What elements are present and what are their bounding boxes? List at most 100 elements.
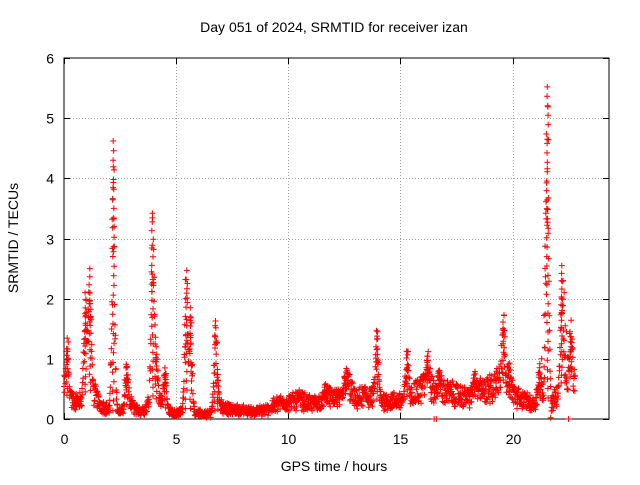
data-point (374, 388, 381, 395)
data-point (152, 358, 159, 365)
data-point (214, 394, 221, 401)
data-point (157, 392, 164, 399)
data-point (543, 281, 550, 288)
data-point (149, 366, 156, 373)
data-point (349, 380, 356, 387)
data-point (124, 364, 131, 371)
data-point (545, 225, 552, 232)
data-point (557, 344, 563, 351)
data-point (100, 399, 107, 406)
data-point (64, 385, 71, 392)
data-point (150, 384, 156, 391)
data-point (187, 341, 194, 348)
data-point (108, 326, 115, 332)
data-point (87, 314, 94, 321)
data-point (558, 262, 565, 269)
data-point (82, 350, 89, 357)
y-tick-label: 5 (46, 111, 54, 127)
data-point (270, 395, 277, 402)
data-point (505, 372, 512, 379)
data-point (110, 157, 117, 164)
data-point (87, 322, 94, 329)
data-point (384, 407, 391, 414)
data-point (86, 330, 93, 337)
data-point (93, 388, 100, 395)
data-point (471, 391, 477, 398)
data-point (153, 351, 160, 358)
data-point (180, 389, 187, 395)
data-point (148, 245, 155, 251)
data-point (430, 377, 437, 384)
data-point (319, 403, 326, 410)
data-point (403, 380, 410, 387)
y-tick-label: 3 (46, 232, 54, 248)
data-point (153, 395, 160, 402)
data-point (532, 406, 539, 413)
data-point (561, 289, 568, 296)
data-point (569, 354, 576, 361)
data-point (471, 379, 478, 386)
data-point (541, 344, 548, 351)
data-point (403, 374, 410, 381)
data-point (558, 372, 565, 379)
data-point (562, 322, 569, 329)
data-point (565, 386, 572, 393)
data-point (161, 388, 168, 395)
data-point (542, 311, 549, 318)
data-point (86, 281, 93, 288)
data-point (108, 298, 115, 305)
data-point (188, 378, 195, 384)
data-point (150, 279, 157, 286)
data-point (183, 377, 190, 384)
data-point (468, 389, 475, 396)
data-point (150, 253, 156, 260)
data-point (110, 186, 117, 193)
data-point (433, 416, 440, 422)
plot-frame (63, 57, 610, 420)
data-point (545, 347, 552, 354)
data-point (543, 291, 550, 298)
data-point (82, 313, 89, 320)
data-point (572, 372, 579, 379)
data-point (86, 265, 93, 272)
data-point (81, 336, 88, 343)
data-point (374, 328, 381, 335)
data-point (374, 358, 380, 365)
data-point (545, 338, 551, 345)
data-point (149, 210, 156, 217)
data-point (87, 354, 94, 361)
data-point (567, 363, 574, 370)
data-point (286, 407, 293, 414)
data-point (568, 343, 575, 350)
data-point (265, 412, 271, 419)
data-point (110, 272, 117, 279)
data-point (373, 336, 380, 343)
data-point (309, 407, 316, 414)
data-point (163, 370, 169, 377)
data-point (536, 369, 543, 376)
x-tick-label: 5 (173, 431, 181, 447)
data-point (502, 352, 509, 358)
data-point (262, 411, 268, 418)
data-point (369, 403, 376, 410)
data-point (558, 340, 565, 347)
data-point (429, 373, 436, 380)
data-point (423, 366, 430, 373)
data-point (214, 406, 221, 413)
data-point (212, 341, 219, 348)
data-point (95, 393, 102, 400)
data-point (500, 331, 507, 338)
data-point (110, 205, 117, 212)
data-point (187, 323, 194, 329)
x-tick-label: 0 (61, 431, 69, 447)
data-point (123, 372, 130, 379)
data-point (109, 407, 116, 414)
data-point (150, 340, 157, 347)
data-point (543, 234, 550, 241)
data-point (550, 405, 557, 411)
data-point (373, 343, 379, 350)
data-point (86, 290, 93, 296)
data-point (373, 346, 380, 353)
data-point (123, 364, 129, 371)
data-point (409, 389, 415, 396)
